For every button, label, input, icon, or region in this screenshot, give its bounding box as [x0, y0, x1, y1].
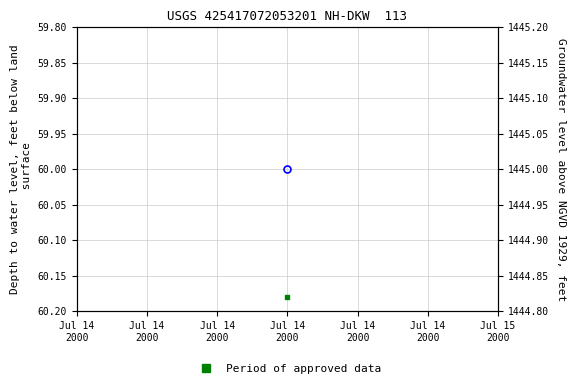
- Y-axis label: Groundwater level above NGVD 1929, feet: Groundwater level above NGVD 1929, feet: [555, 38, 566, 301]
- Legend: Period of approved data: Period of approved data: [191, 359, 385, 379]
- Title: USGS 425417072053201 NH-DKW  113: USGS 425417072053201 NH-DKW 113: [168, 10, 407, 23]
- Y-axis label: Depth to water level, feet below land
 surface: Depth to water level, feet below land su…: [10, 45, 32, 294]
